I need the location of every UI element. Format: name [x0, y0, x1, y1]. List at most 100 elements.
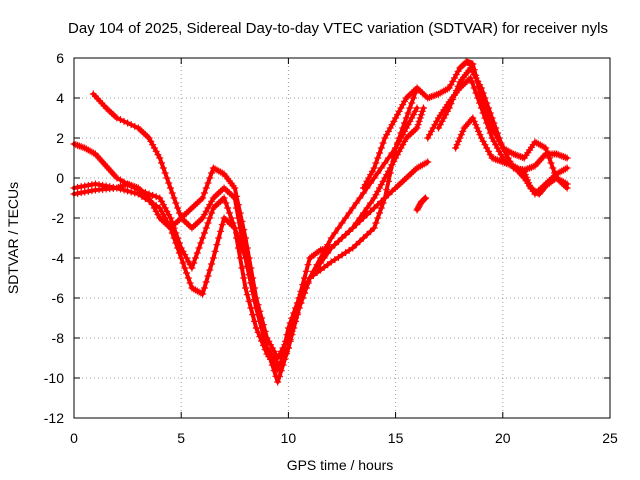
data-point-marker [563, 164, 571, 172]
data-point-marker [120, 117, 128, 125]
data-point-marker [345, 227, 353, 235]
data-point-marker [186, 279, 194, 287]
data-point-marker [267, 355, 275, 363]
data-point-marker [225, 209, 233, 217]
data-point-marker [388, 149, 396, 157]
data-point-marker [74, 183, 82, 191]
data-point-marker [422, 194, 430, 202]
data-point-marker [127, 188, 135, 196]
data-point-marker [181, 264, 189, 272]
data-point-marker [172, 239, 180, 247]
data-point-marker [159, 164, 167, 172]
data-point-marker [184, 274, 192, 282]
data-point-marker [383, 186, 391, 194]
data-point-marker [84, 181, 92, 189]
data-point-marker [245, 254, 253, 262]
data-point-marker [175, 209, 183, 217]
data-point-marker [352, 241, 360, 249]
data-point-marker [161, 169, 169, 177]
data-point-marker [349, 224, 357, 232]
series-track-6 [434, 64, 571, 192]
data-series [70, 58, 571, 386]
x-tick-label: 10 [281, 430, 297, 446]
data-point-marker [113, 114, 121, 122]
data-point-marker [334, 224, 342, 232]
data-point-marker [156, 154, 164, 162]
data-point-marker [493, 129, 501, 137]
data-point-marker [468, 79, 476, 87]
data-point-marker [342, 249, 350, 257]
data-point-marker [243, 291, 251, 299]
data-point-marker [563, 180, 571, 188]
data-point-marker [477, 104, 485, 112]
data-point-marker [91, 180, 99, 188]
data-point-marker [367, 207, 375, 215]
data-point-marker [483, 99, 491, 107]
data-point-marker [256, 307, 264, 315]
data-point-marker [549, 164, 557, 172]
data-point-marker [470, 84, 478, 92]
data-point-marker [345, 246, 353, 254]
data-point-marker [213, 241, 221, 249]
data-point-marker [384, 154, 392, 162]
data-point-marker [334, 237, 342, 245]
data-point-marker [277, 367, 285, 375]
data-point-marker [302, 267, 310, 275]
data-point-marker [563, 154, 571, 162]
data-point-marker [204, 219, 212, 227]
y-axis-label: SDTVAR / TECUs [5, 182, 21, 294]
data-point-marker [472, 89, 480, 97]
data-point-marker [388, 187, 396, 195]
data-point-marker [327, 234, 335, 242]
data-point-marker [476, 131, 484, 139]
x-tick-label: 25 [602, 430, 618, 446]
data-point-marker [317, 254, 325, 262]
data-point-marker [240, 249, 248, 257]
x-axis-label: GPS time / hours [287, 457, 394, 473]
data-point-marker [374, 169, 382, 177]
data-point-marker [306, 274, 314, 282]
data-point-marker [454, 137, 462, 145]
data-point-marker [174, 244, 182, 252]
data-point-marker [124, 119, 132, 127]
y-tick-label: -12 [44, 410, 64, 426]
data-point-marker [195, 244, 203, 252]
data-point-marker [81, 188, 89, 196]
data-point-marker [363, 231, 371, 239]
data-point-marker [483, 119, 491, 127]
data-point-marker [299, 294, 307, 302]
data-point-marker [414, 121, 422, 129]
data-point-marker [384, 191, 392, 199]
data-point-marker [165, 179, 173, 187]
data-point-marker [218, 221, 226, 229]
data-point-marker [352, 221, 360, 229]
y-tick-label: -8 [52, 330, 65, 346]
data-point-marker [234, 201, 242, 209]
data-point-marker [116, 176, 124, 184]
data-point-marker [417, 111, 425, 119]
data-point-marker [113, 174, 121, 182]
data-point-marker [324, 261, 332, 269]
series-track-9 [413, 194, 430, 214]
data-point-marker [200, 229, 208, 237]
data-point-marker [404, 109, 412, 117]
data-point-marker [197, 239, 205, 247]
data-point-marker [234, 234, 242, 242]
data-point-marker [377, 144, 385, 152]
data-point-marker [469, 114, 477, 122]
data-point-marker [409, 94, 417, 102]
data-point-marker [199, 194, 207, 202]
data-point-marker [222, 199, 230, 207]
data-point-marker [338, 234, 346, 242]
data-point-marker [242, 284, 250, 292]
data-point-marker [309, 267, 317, 275]
data-point-marker [275, 372, 283, 380]
data-point-marker [376, 209, 384, 217]
data-point-marker [545, 154, 553, 162]
data-point-marker [191, 254, 199, 262]
data-point-marker [149, 191, 157, 199]
data-point-marker [281, 355, 289, 363]
data-point-marker [170, 194, 178, 202]
data-point-marker [188, 264, 196, 272]
